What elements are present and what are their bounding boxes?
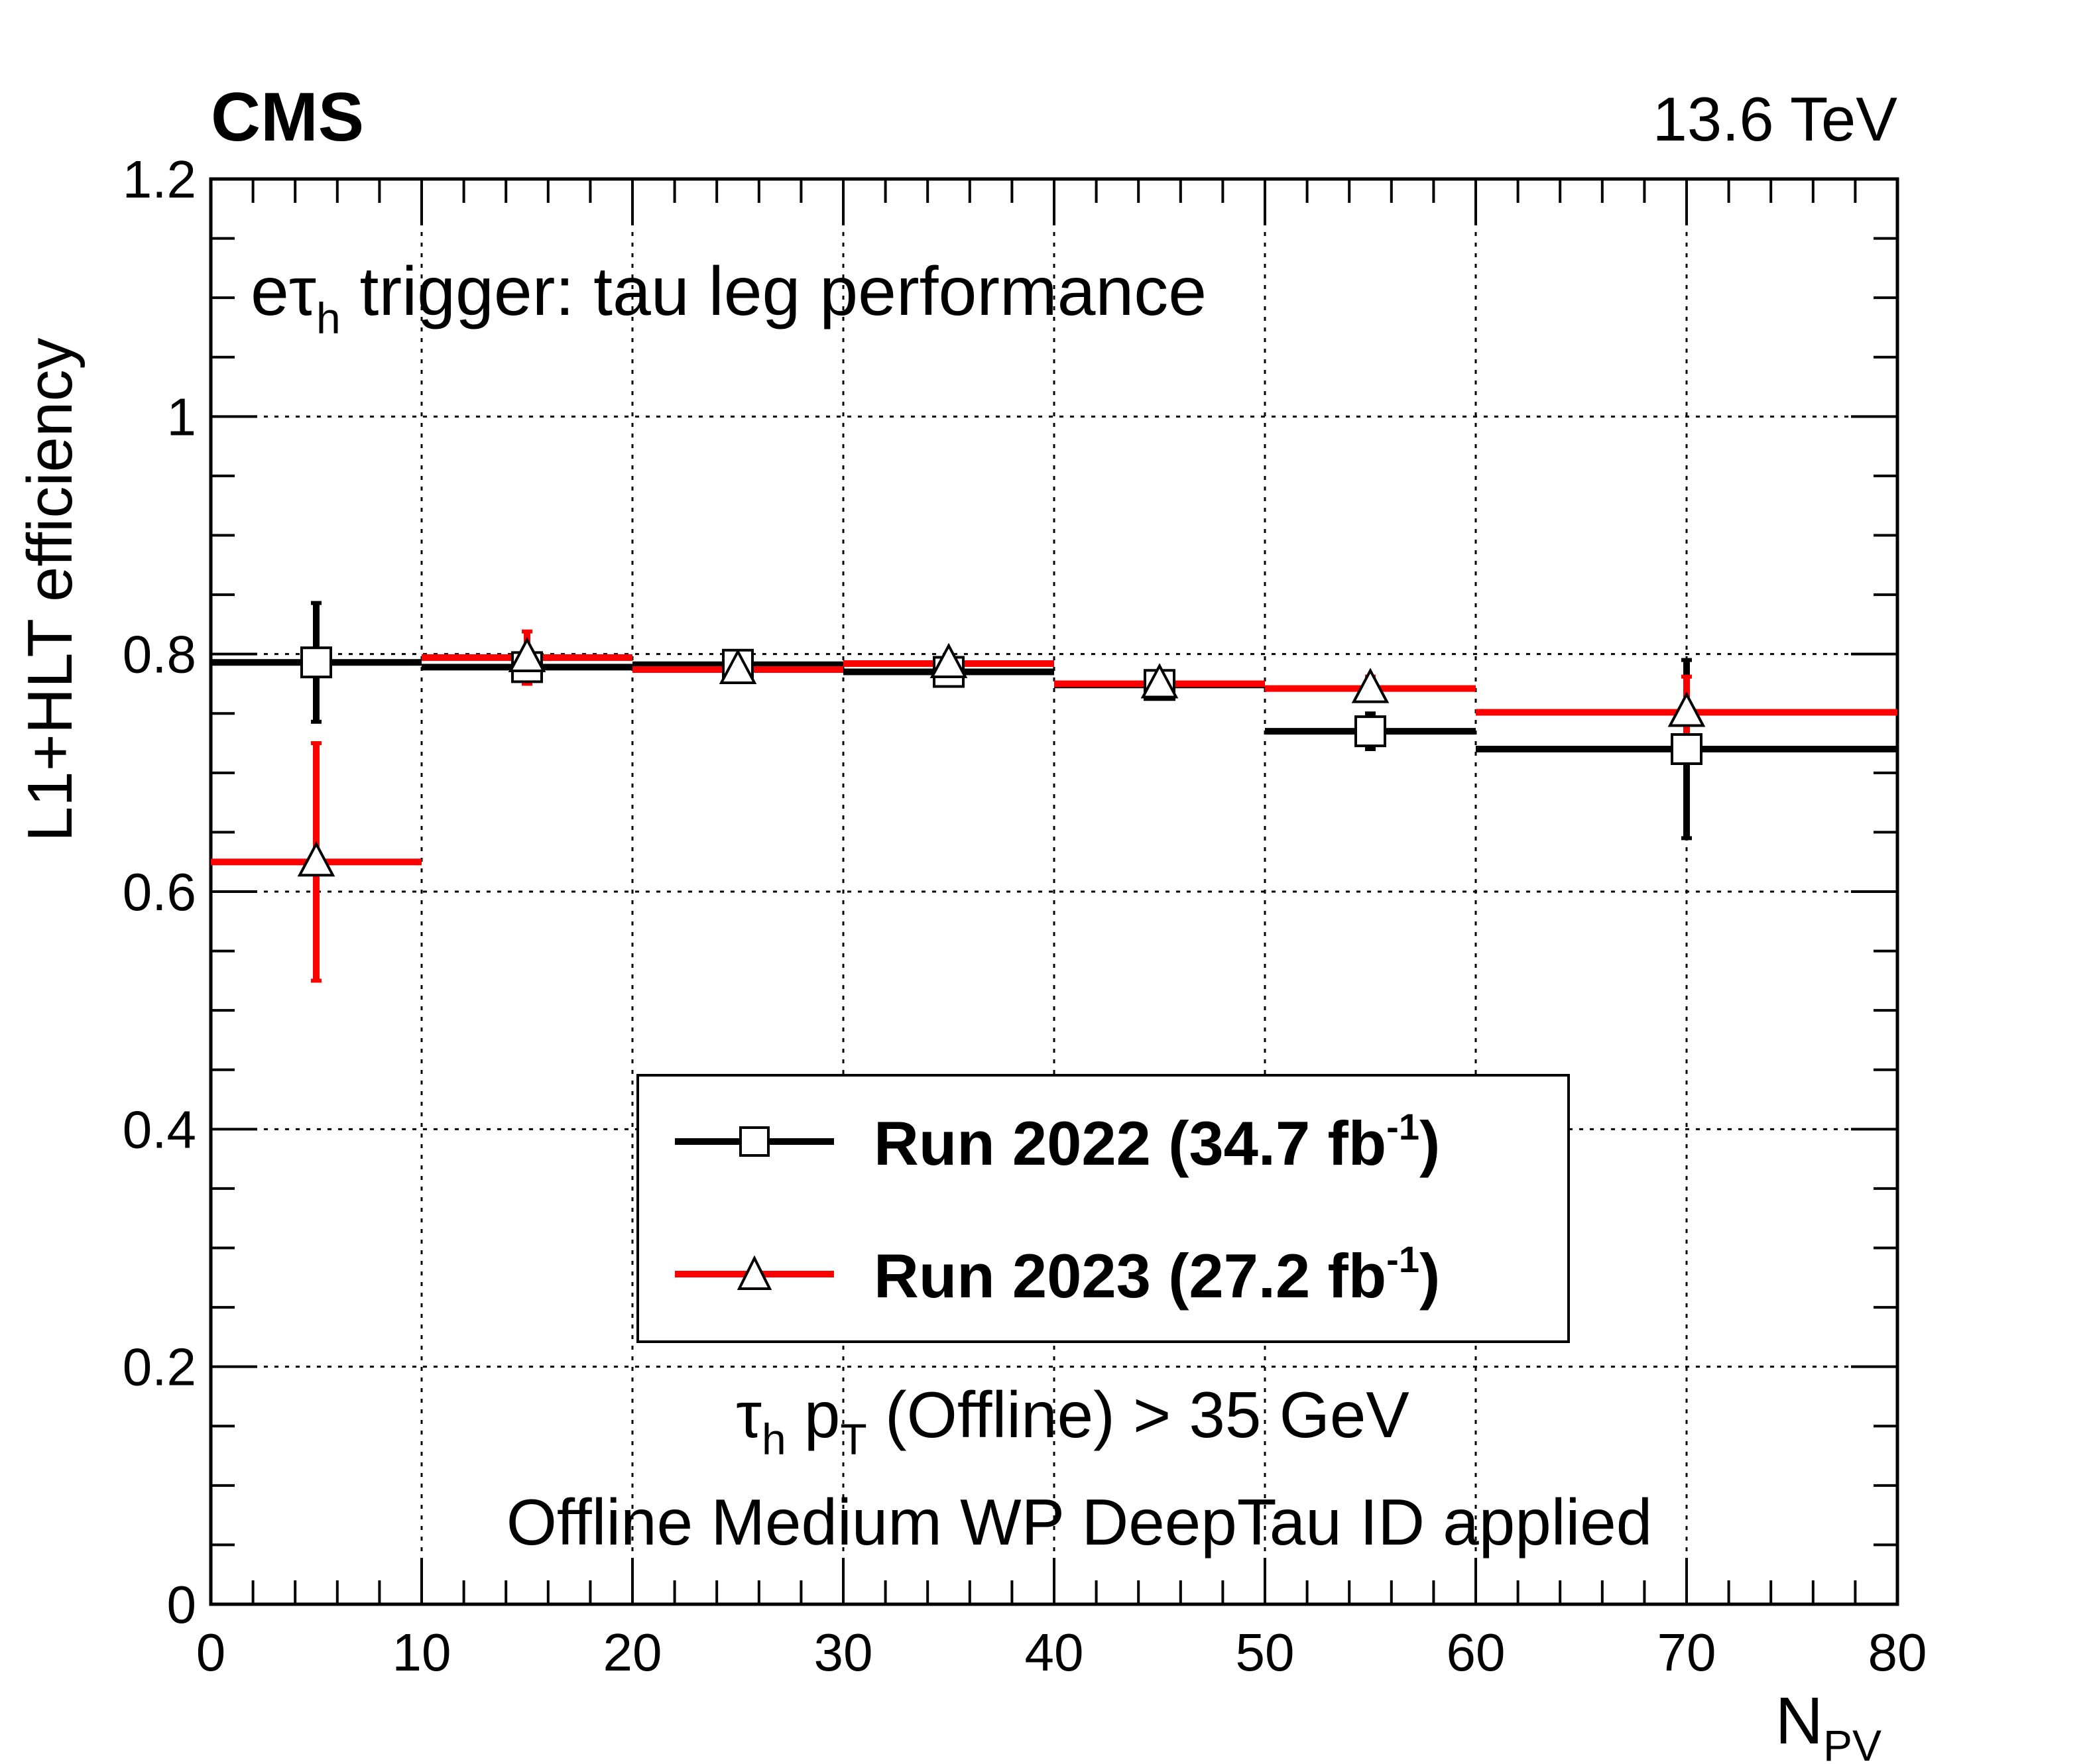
x-axis-label-sub: PV: [1823, 1721, 1881, 1764]
cut-label-id: Offline Medium WP DeepTau ID applied: [507, 1486, 1653, 1558]
y-tick-label: 1.2: [123, 150, 196, 209]
legend-label-run2022: Run 2022 (34.7 fb-1): [874, 1106, 1440, 1178]
x-tick-label: 50: [1236, 1623, 1295, 1682]
annotation-post: trigger: tau leg performance: [341, 253, 1207, 330]
x-tick-label: 30: [814, 1623, 873, 1682]
y-tick-label: 0: [167, 1575, 197, 1634]
data-point-triangle: [1140, 663, 1179, 699]
legend-label-run2022-end: ): [1419, 1108, 1440, 1178]
x-tick-label: 70: [1657, 1623, 1716, 1682]
legend-label-run2023-end: ): [1419, 1241, 1440, 1311]
y-tick-label: 0.2: [123, 1338, 196, 1397]
x-axis-label: NPV: [1775, 1684, 1881, 1764]
y-tick-label: 0.6: [123, 862, 196, 921]
annotation-pre: e: [251, 253, 289, 330]
legend: Run 2022 (34.7 fb-1) Run 2023 (27.2 fb-1…: [636, 1074, 1570, 1343]
data-point-triangle: [297, 841, 335, 877]
y-axis-label: L1+HLT efficiency: [15, 338, 86, 842]
legend-label-run2022-main: Run 2022 (34.7 fb: [874, 1108, 1386, 1178]
cut-label-pt: τh pT (Offline) > 35 GeV: [736, 1378, 1409, 1464]
data-point-triangle: [1351, 668, 1390, 703]
data-point-square: [300, 646, 332, 679]
data-point-triangle: [1667, 691, 1706, 727]
legend-label-run2022-sup: -1: [1386, 1106, 1419, 1147]
markers-run2023: [297, 636, 1706, 877]
annotation-tau: τ: [289, 253, 316, 330]
y-tick-label: 0.8: [123, 625, 196, 684]
data-point-square: [1671, 733, 1702, 765]
trigger-annotation: eτh trigger: tau leg performance: [251, 253, 1207, 343]
legend-marker-run2023: [737, 1255, 772, 1290]
cut-tau: τ: [736, 1378, 762, 1451]
legend-marker-run2022: [739, 1126, 770, 1157]
y-tick-label: 1: [167, 387, 197, 446]
x-tick-label: 0: [196, 1623, 226, 1682]
x-tick-label: 80: [1868, 1623, 1927, 1682]
x-axis-label-main: N: [1775, 1684, 1823, 1758]
x-tick-label: 10: [392, 1623, 451, 1682]
x-tick-label: 60: [1447, 1623, 1506, 1682]
axis-ticks: 0 10 20 30 40 50 60 70 80 0 0.2 0.4 0.6 0.8 1 1.2: [123, 150, 1927, 1682]
grid-lines: [211, 179, 1897, 1604]
data-point-triangle: [508, 636, 546, 673]
legend-label-run2023-main: Run 2023 (27.2 fb: [874, 1241, 1386, 1311]
annotation-sub: h: [316, 294, 341, 343]
legend-label-run2023-sup: -1: [1386, 1238, 1419, 1280]
x-tick-label: 20: [603, 1623, 662, 1682]
cut-p: p: [786, 1378, 841, 1451]
x-tick-label: 40: [1025, 1623, 1084, 1682]
legend-label-run2023: Run 2023 (27.2 fb-1): [874, 1238, 1440, 1311]
legend-box: [636, 1074, 1570, 1343]
data-series: [211, 601, 1897, 983]
cut-sub-h: h: [762, 1415, 786, 1464]
data-point-triangle: [719, 648, 757, 684]
experiment-label: CMS: [211, 79, 364, 156]
cut-post: (Offline) > 35 GeV: [867, 1378, 1409, 1451]
y-tick-label: 0.4: [123, 1100, 196, 1159]
data-point-square: [1354, 715, 1386, 748]
energy-label: 13.6 TeV: [1653, 84, 1898, 154]
data-point-triangle: [929, 642, 968, 678]
cut-sub-t: T: [840, 1415, 866, 1464]
